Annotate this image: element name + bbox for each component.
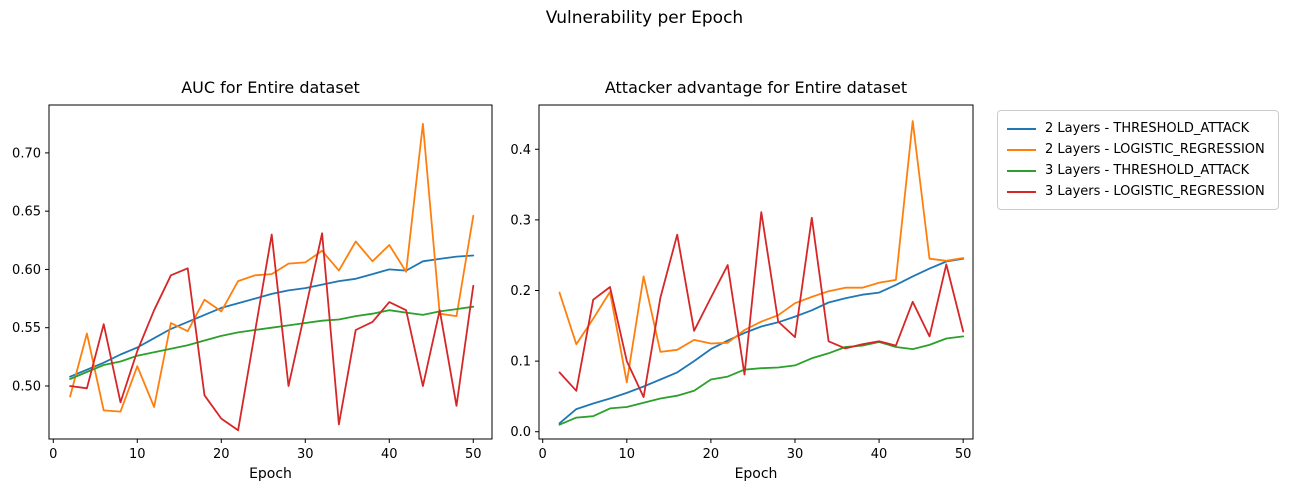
- line-2-layers-logistic-regression: [558, 120, 965, 384]
- x-tick-label: 20: [703, 447, 720, 462]
- line-3-layers-logistic-regression: [69, 232, 475, 432]
- legend-line-swatch: [1007, 127, 1036, 130]
- x-tick-label: 40: [381, 447, 398, 462]
- x-tick-label: 20: [213, 447, 230, 462]
- legend-label: 3 Layers - THRESHOLD_ATTACK: [1045, 163, 1250, 178]
- x-tick-label: 50: [955, 447, 972, 462]
- line-3-layers-logistic-regression: [558, 211, 965, 399]
- x-axis-label: Epoch: [249, 466, 292, 482]
- x-tick-label: 0: [49, 447, 57, 462]
- x-tick-label: 50: [465, 447, 482, 462]
- figure-suptitle: Vulnerability per Epoch: [545, 8, 744, 28]
- legend-line-swatch: [1007, 190, 1036, 193]
- legend: 2 Layers - THRESHOLD_ATTACK 2 Layers - LO…: [997, 110, 1279, 210]
- x-tick-label: 10: [619, 447, 636, 462]
- legend-line-swatch: [1007, 169, 1036, 172]
- legend-label: 3 Layers - LOGISTIC_REGRESSION: [1045, 184, 1265, 199]
- y-tick-label: 0.2: [510, 284, 531, 299]
- legend-item: 2 Layers - LOGISTIC_REGRESSION: [1007, 139, 1268, 160]
- y-tick-label: 0.60: [12, 263, 41, 278]
- legend-item: 2 Layers - THRESHOLD_ATTACK: [1007, 118, 1268, 139]
- axes-frame: [48, 104, 493, 440]
- y-tick-label: 0.50: [12, 379, 41, 394]
- legend-label: 2 Layers - THRESHOLD_ATTACK: [1045, 121, 1250, 136]
- legend-item: 3 Layers - LOGISTIC_REGRESSION: [1007, 181, 1268, 202]
- y-tick-label: 0.4: [510, 143, 531, 158]
- x-tick-label: 40: [871, 447, 888, 462]
- line-2-layers-threshold-attack: [558, 257, 965, 425]
- x-tick-label: 10: [129, 447, 146, 462]
- x-tick-label: 30: [787, 447, 804, 462]
- y-tick-label: 0.70: [12, 146, 41, 161]
- subplot-auc: AUC for Entire dataset 0.50 0.55 0.60 0.65 0.…: [12, 78, 493, 482]
- x-tick-label: 0: [539, 447, 547, 462]
- y-tick-label: 0.65: [12, 205, 41, 220]
- x-tick-label: 30: [297, 447, 314, 462]
- y-tick-label: 0.3: [510, 213, 531, 228]
- legend-item: 3 Layers - THRESHOLD_ATTACK: [1007, 160, 1268, 181]
- legend-line-swatch: [1007, 148, 1036, 151]
- subplot-title: Attacker advantage for Entire dataset: [605, 78, 907, 97]
- subplot-title: AUC for Entire dataset: [181, 78, 360, 97]
- y-tick-label: 0.0: [510, 425, 531, 440]
- axes-frame: [538, 104, 974, 440]
- x-axis-label: Epoch: [735, 466, 778, 482]
- line-3-layers-threshold-attack: [558, 335, 965, 426]
- legend-label: 2 Layers - LOGISTIC_REGRESSION: [1045, 142, 1265, 157]
- y-tick-label: 0.55: [12, 321, 41, 336]
- line-2-layers-logistic-regression: [69, 122, 475, 413]
- y-tick-label: 0.1: [510, 355, 531, 370]
- subplot-advantage: Attacker advantage for Entire dataset 0.0…: [510, 78, 974, 482]
